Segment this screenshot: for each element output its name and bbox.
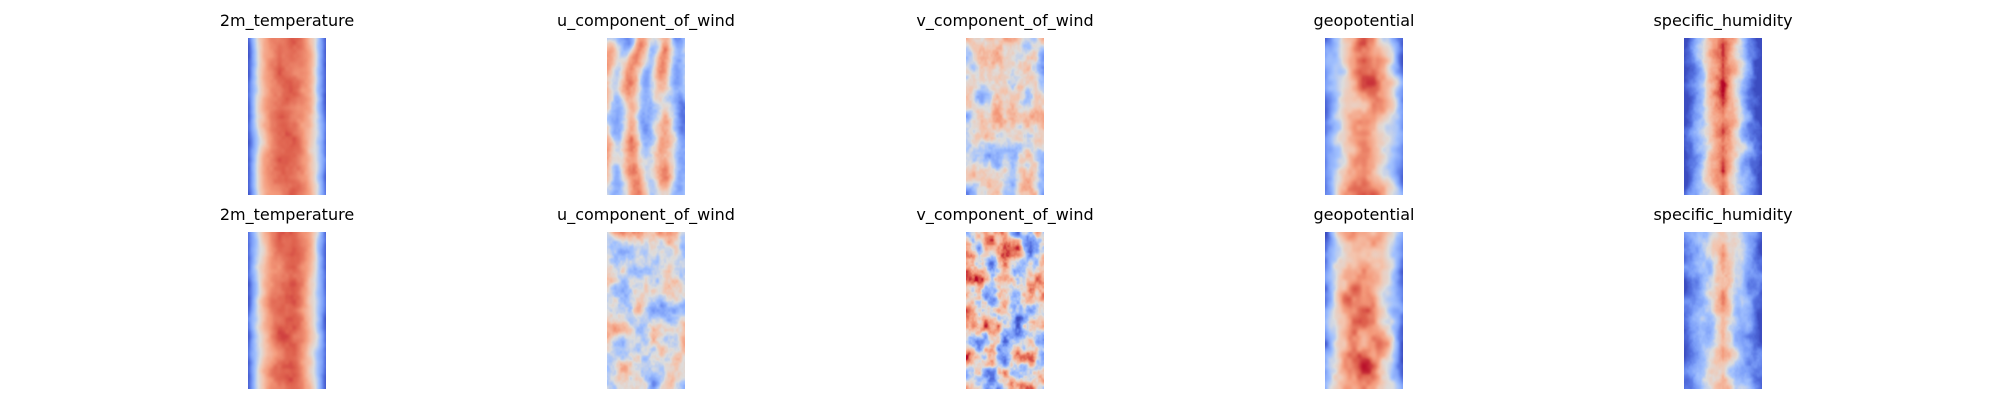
heatmap-geopotential <box>1325 38 1403 195</box>
panel-title: u_component_of_wind <box>557 11 735 30</box>
panel-row2-col4: geopotential <box>1314 205 1414 389</box>
panel-title: geopotential <box>1313 11 1415 30</box>
heatmap-2m-temperature <box>248 232 326 389</box>
panel-row1-col1: 2m_temperature <box>220 11 354 195</box>
panel-title: geopotential <box>1313 205 1415 224</box>
panel-row1-col3: v_component_of_wind <box>916 11 1094 195</box>
panel-title: v_component_of_wind <box>916 205 1094 224</box>
panel-row2-col1: 2m_temperature <box>220 205 354 389</box>
heatmap-2m-temperature <box>248 38 326 195</box>
panel-row2-col2: u_component_of_wind <box>557 205 735 389</box>
panel-title: 2m_temperature <box>219 205 355 224</box>
heatmap-u-component-of-wind <box>607 232 685 389</box>
panel-row1-col5: specific_humidity <box>1653 11 1793 195</box>
panel-title: specific_humidity <box>1653 205 1793 224</box>
panel-title: u_component_of_wind <box>557 205 735 224</box>
heatmap-v-component-of-wind <box>966 232 1044 389</box>
panel-title: v_component_of_wind <box>916 11 1094 30</box>
panel-row2-col5: specific_humidity <box>1653 205 1793 389</box>
panel-title: specific_humidity <box>1653 11 1793 30</box>
heatmap-specific-humidity <box>1684 38 1762 195</box>
heatmap-specific-humidity <box>1684 232 1762 389</box>
panel-title: 2m_temperature <box>219 11 355 30</box>
heatmap-geopotential <box>1325 232 1403 389</box>
heatmap-u-component-of-wind <box>607 38 685 195</box>
panel-row1-col2: u_component_of_wind <box>557 11 735 195</box>
heatmap-v-component-of-wind <box>966 38 1044 195</box>
panel-row2-col3: v_component_of_wind <box>916 205 1094 389</box>
panel-row1-col4: geopotential <box>1314 11 1414 195</box>
